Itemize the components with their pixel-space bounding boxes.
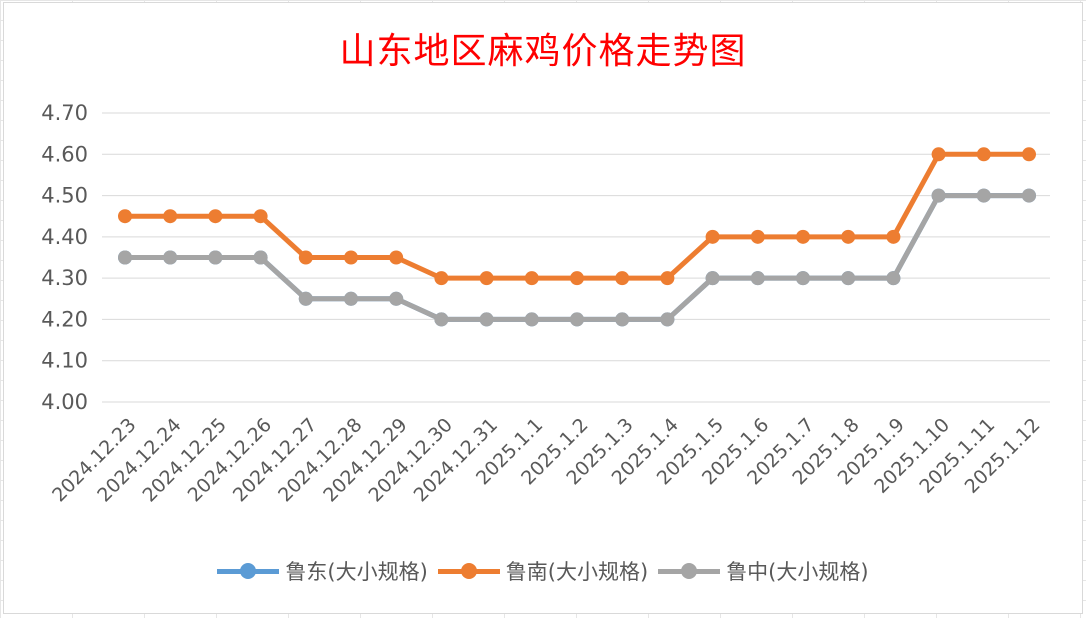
data-point [705, 271, 720, 286]
data-point [389, 250, 404, 265]
data-point [389, 291, 404, 306]
legend-marker [460, 563, 477, 579]
data-point [479, 271, 494, 286]
y-tick-label: 4.70 [41, 101, 88, 125]
data-point [841, 229, 856, 244]
data-point [976, 188, 991, 203]
data-point [841, 271, 856, 286]
data-point [705, 229, 720, 244]
legend-label: 鲁南(大小规格) [505, 560, 649, 584]
data-point [1022, 147, 1036, 162]
data-point [796, 271, 810, 286]
data-point [750, 271, 765, 286]
legend-marker [240, 563, 257, 579]
data-point [976, 147, 991, 162]
data-point [615, 271, 630, 286]
x-axis: 2024.12.232024.12.242024.12.252024.12.26… [48, 414, 1044, 506]
legend-swatch [217, 556, 280, 586]
data-point [253, 250, 268, 265]
y-tick-label: 4.60 [41, 142, 88, 166]
data-point [344, 291, 358, 306]
data-point [886, 229, 901, 244]
legend-label: 鲁东(大小规格) [285, 560, 428, 584]
data-point [479, 312, 494, 327]
y-axis: 4.00 4.10 4.20 4.30 4.40 4.50 4.60 4.70 [41, 101, 88, 414]
data-point [434, 271, 449, 286]
data-point [344, 250, 358, 265]
data-point [796, 229, 810, 244]
data-point [570, 312, 584, 327]
data-point [886, 271, 901, 286]
data-point [118, 250, 132, 265]
data-point [118, 209, 132, 224]
legend: 鲁东(大小规格) 鲁南(大小规格) 鲁中(大小规格) [0, 556, 1086, 586]
data-point [163, 209, 178, 224]
legend-swatch [437, 556, 500, 586]
data-point [660, 312, 675, 327]
data-point [298, 250, 313, 265]
data-point [163, 250, 178, 265]
data-point [253, 209, 268, 224]
legend-marker [681, 563, 698, 579]
data-point [524, 312, 539, 327]
data-point [434, 312, 449, 327]
data-point [298, 291, 313, 306]
data-point [931, 188, 946, 203]
y-tick-label: 4.50 [41, 184, 88, 208]
data-point [570, 271, 584, 286]
legend-item: 鲁东(大小规格) [217, 556, 428, 586]
legend-label: 鲁中(大小规格) [726, 560, 869, 584]
data-point [208, 209, 223, 224]
y-tick-label: 4.40 [41, 225, 88, 249]
legend-item: 鲁中(大小规格) [658, 556, 869, 586]
data-point [660, 271, 675, 286]
legend-swatch [658, 556, 721, 586]
data-point [524, 271, 539, 286]
y-tick-label: 4.20 [41, 307, 88, 331]
data-point [931, 147, 946, 162]
series-group [118, 147, 1036, 327]
data-point [1022, 188, 1036, 203]
chart-title: 山东地区麻鸡价格走势图 [339, 31, 747, 72]
data-point [208, 250, 223, 265]
chart-area[interactable] [3, 2, 1083, 614]
data-point [615, 312, 630, 327]
y-tick-label: 4.30 [41, 266, 88, 290]
y-tick-label: 4.00 [41, 390, 88, 414]
y-tick-label: 4.10 [41, 349, 88, 373]
legend-item: 鲁南(大小规格) [437, 556, 649, 586]
data-point [750, 229, 765, 244]
